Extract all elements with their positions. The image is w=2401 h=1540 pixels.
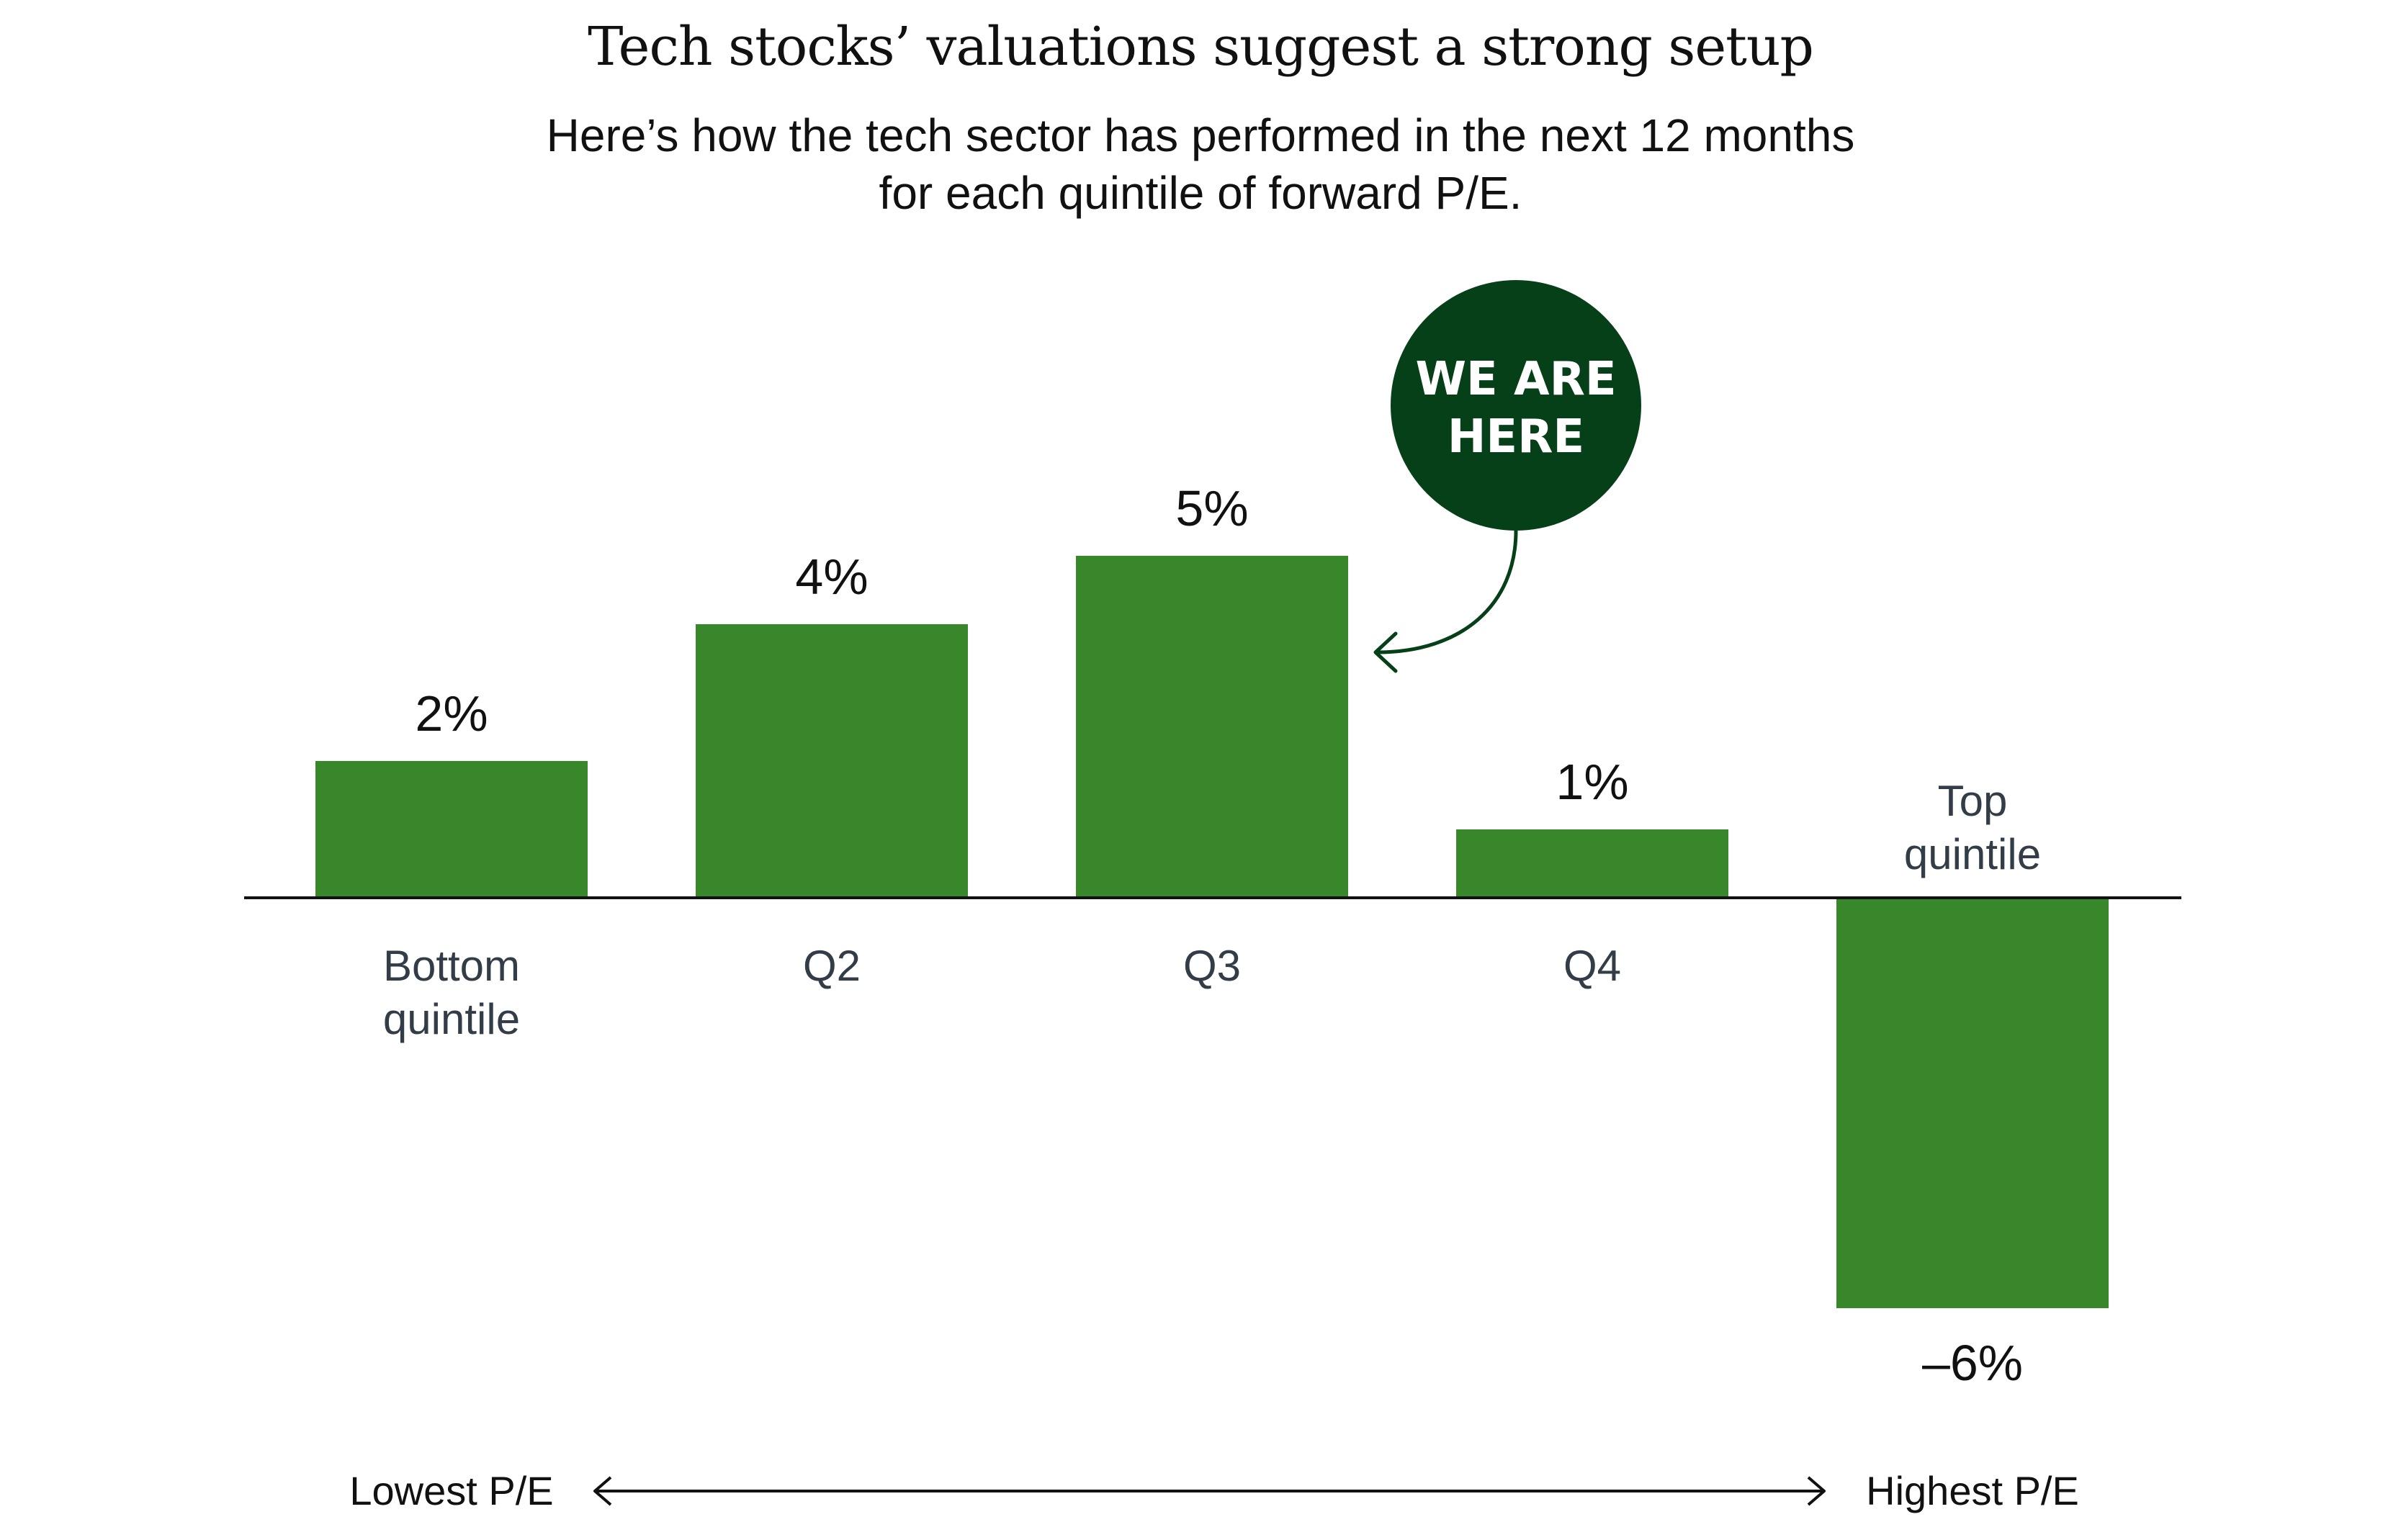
category-label-0-line-1: quintile	[383, 995, 520, 1043]
callout-arrowhead-icon	[1373, 631, 1398, 673]
category-label-2: Q3	[1183, 942, 1241, 990]
bar-3	[1456, 829, 1728, 898]
value-label-3: 1%	[1556, 754, 1628, 810]
callout-line-1: WE ARE	[1415, 353, 1616, 406]
right-arrowhead-icon	[1807, 1476, 1826, 1506]
value-label-2: 5%	[1175, 480, 1248, 536]
value-label-4: –6%	[1922, 1335, 2023, 1391]
callout-circle	[1391, 280, 1641, 531]
callout-line-2: HERE	[1448, 410, 1584, 464]
highest-pe-label: Highest P/E	[1866, 1468, 2079, 1513]
bar-4	[1836, 898, 2109, 1308]
value-label-1: 4%	[795, 549, 868, 605]
category-label-4-line-0: Top	[1938, 777, 2008, 825]
chart-title: Tech stocks’ valuations suggest a strong…	[588, 16, 1814, 78]
value-label-0: 2%	[415, 685, 488, 742]
bar-0	[315, 761, 588, 898]
chart-subtitle-line-2: for each quintile of forward P/E.	[879, 167, 1522, 219]
category-label-0-line-0: Bottom	[383, 942, 520, 990]
category-label-3: Q4	[1563, 942, 1621, 990]
bar-2	[1076, 556, 1348, 898]
we-are-here-callout: WE ARE HERE	[1373, 280, 1641, 673]
category-label-4-line-1: quintile	[1904, 830, 2041, 878]
left-arrowhead-icon	[593, 1476, 612, 1506]
callout-arrow-curve-icon	[1376, 530, 1518, 654]
bars-layer	[315, 556, 2109, 1308]
category-label-1: Q2	[803, 942, 861, 990]
pe-range-scale: Lowest P/E Highest P/E	[349, 1468, 2078, 1513]
labels-layer: 2% Bottom quintile 4% Q2 5% Q3 1% Q4 –6% Top quinti…	[383, 480, 2041, 1391]
bar-1	[696, 624, 968, 898]
lowest-pe-label: Lowest P/E	[349, 1468, 553, 1513]
chart-subtitle-line-1: Here’s how the tech sector has performed…	[546, 109, 1855, 161]
